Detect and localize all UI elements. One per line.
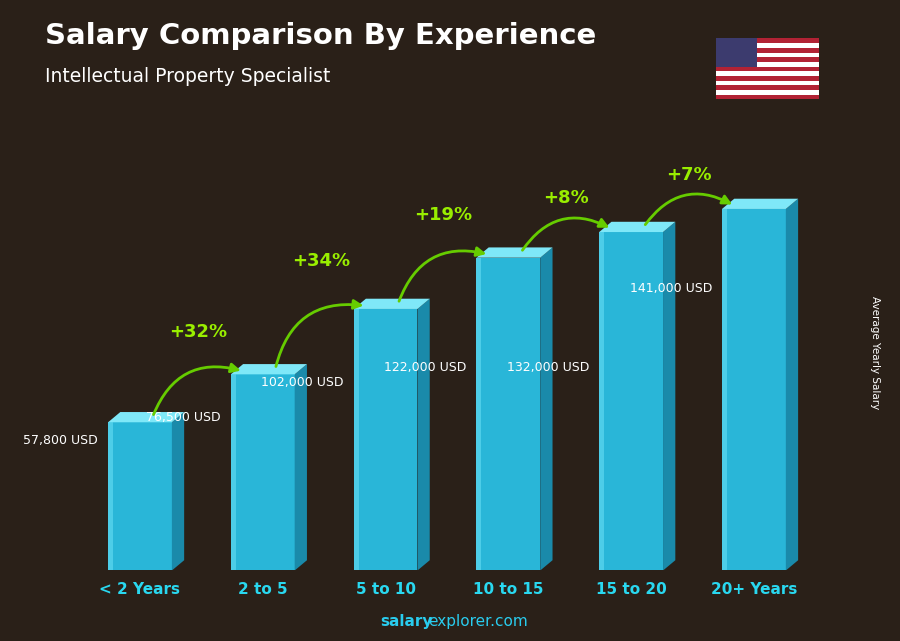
Text: Salary Comparison By Experience: Salary Comparison By Experience [45, 22, 596, 51]
Polygon shape [354, 309, 418, 570]
Text: +32%: +32% [169, 323, 227, 342]
Polygon shape [716, 53, 819, 57]
Text: +19%: +19% [415, 206, 473, 224]
Text: salary: salary [380, 615, 432, 629]
Text: +7%: +7% [666, 167, 712, 185]
Polygon shape [716, 62, 819, 67]
Polygon shape [599, 222, 675, 232]
Polygon shape [599, 232, 663, 570]
Polygon shape [716, 95, 819, 99]
Polygon shape [230, 364, 307, 374]
Text: 57,800 USD: 57,800 USD [23, 433, 98, 447]
FancyArrowPatch shape [645, 194, 730, 224]
Polygon shape [230, 374, 236, 570]
Polygon shape [716, 57, 819, 62]
Polygon shape [716, 71, 819, 76]
Polygon shape [418, 299, 429, 570]
Polygon shape [172, 412, 184, 570]
Text: 141,000 USD: 141,000 USD [630, 282, 712, 295]
Polygon shape [599, 232, 604, 570]
Polygon shape [476, 258, 482, 570]
FancyArrowPatch shape [522, 218, 607, 250]
Polygon shape [294, 364, 307, 570]
Polygon shape [663, 222, 675, 570]
Text: explorer.com: explorer.com [428, 615, 528, 629]
Text: +34%: +34% [292, 252, 350, 270]
Polygon shape [476, 247, 553, 258]
Text: Intellectual Property Specialist: Intellectual Property Specialist [45, 67, 330, 87]
FancyArrowPatch shape [276, 301, 361, 367]
FancyArrowPatch shape [154, 364, 238, 415]
Polygon shape [722, 209, 786, 570]
Text: +8%: +8% [544, 188, 590, 206]
Polygon shape [108, 412, 184, 422]
Polygon shape [716, 38, 757, 67]
Polygon shape [354, 309, 358, 570]
Text: 122,000 USD: 122,000 USD [384, 361, 466, 374]
Polygon shape [722, 209, 727, 570]
Polygon shape [354, 299, 429, 309]
Polygon shape [716, 81, 819, 85]
Polygon shape [108, 422, 172, 570]
Text: 132,000 USD: 132,000 USD [507, 361, 590, 374]
Polygon shape [716, 67, 819, 71]
Text: 76,500 USD: 76,500 USD [147, 411, 221, 424]
Polygon shape [786, 199, 798, 570]
Polygon shape [230, 374, 294, 570]
Text: Average Yearly Salary: Average Yearly Salary [869, 296, 880, 409]
Polygon shape [716, 85, 819, 90]
Polygon shape [722, 199, 798, 209]
Polygon shape [716, 48, 819, 53]
Polygon shape [540, 247, 553, 570]
Polygon shape [716, 43, 819, 48]
Polygon shape [716, 76, 819, 81]
Polygon shape [476, 258, 540, 570]
Polygon shape [108, 422, 112, 570]
Polygon shape [716, 90, 819, 95]
FancyArrowPatch shape [399, 248, 483, 301]
Text: 102,000 USD: 102,000 USD [261, 376, 344, 388]
Polygon shape [716, 38, 819, 43]
